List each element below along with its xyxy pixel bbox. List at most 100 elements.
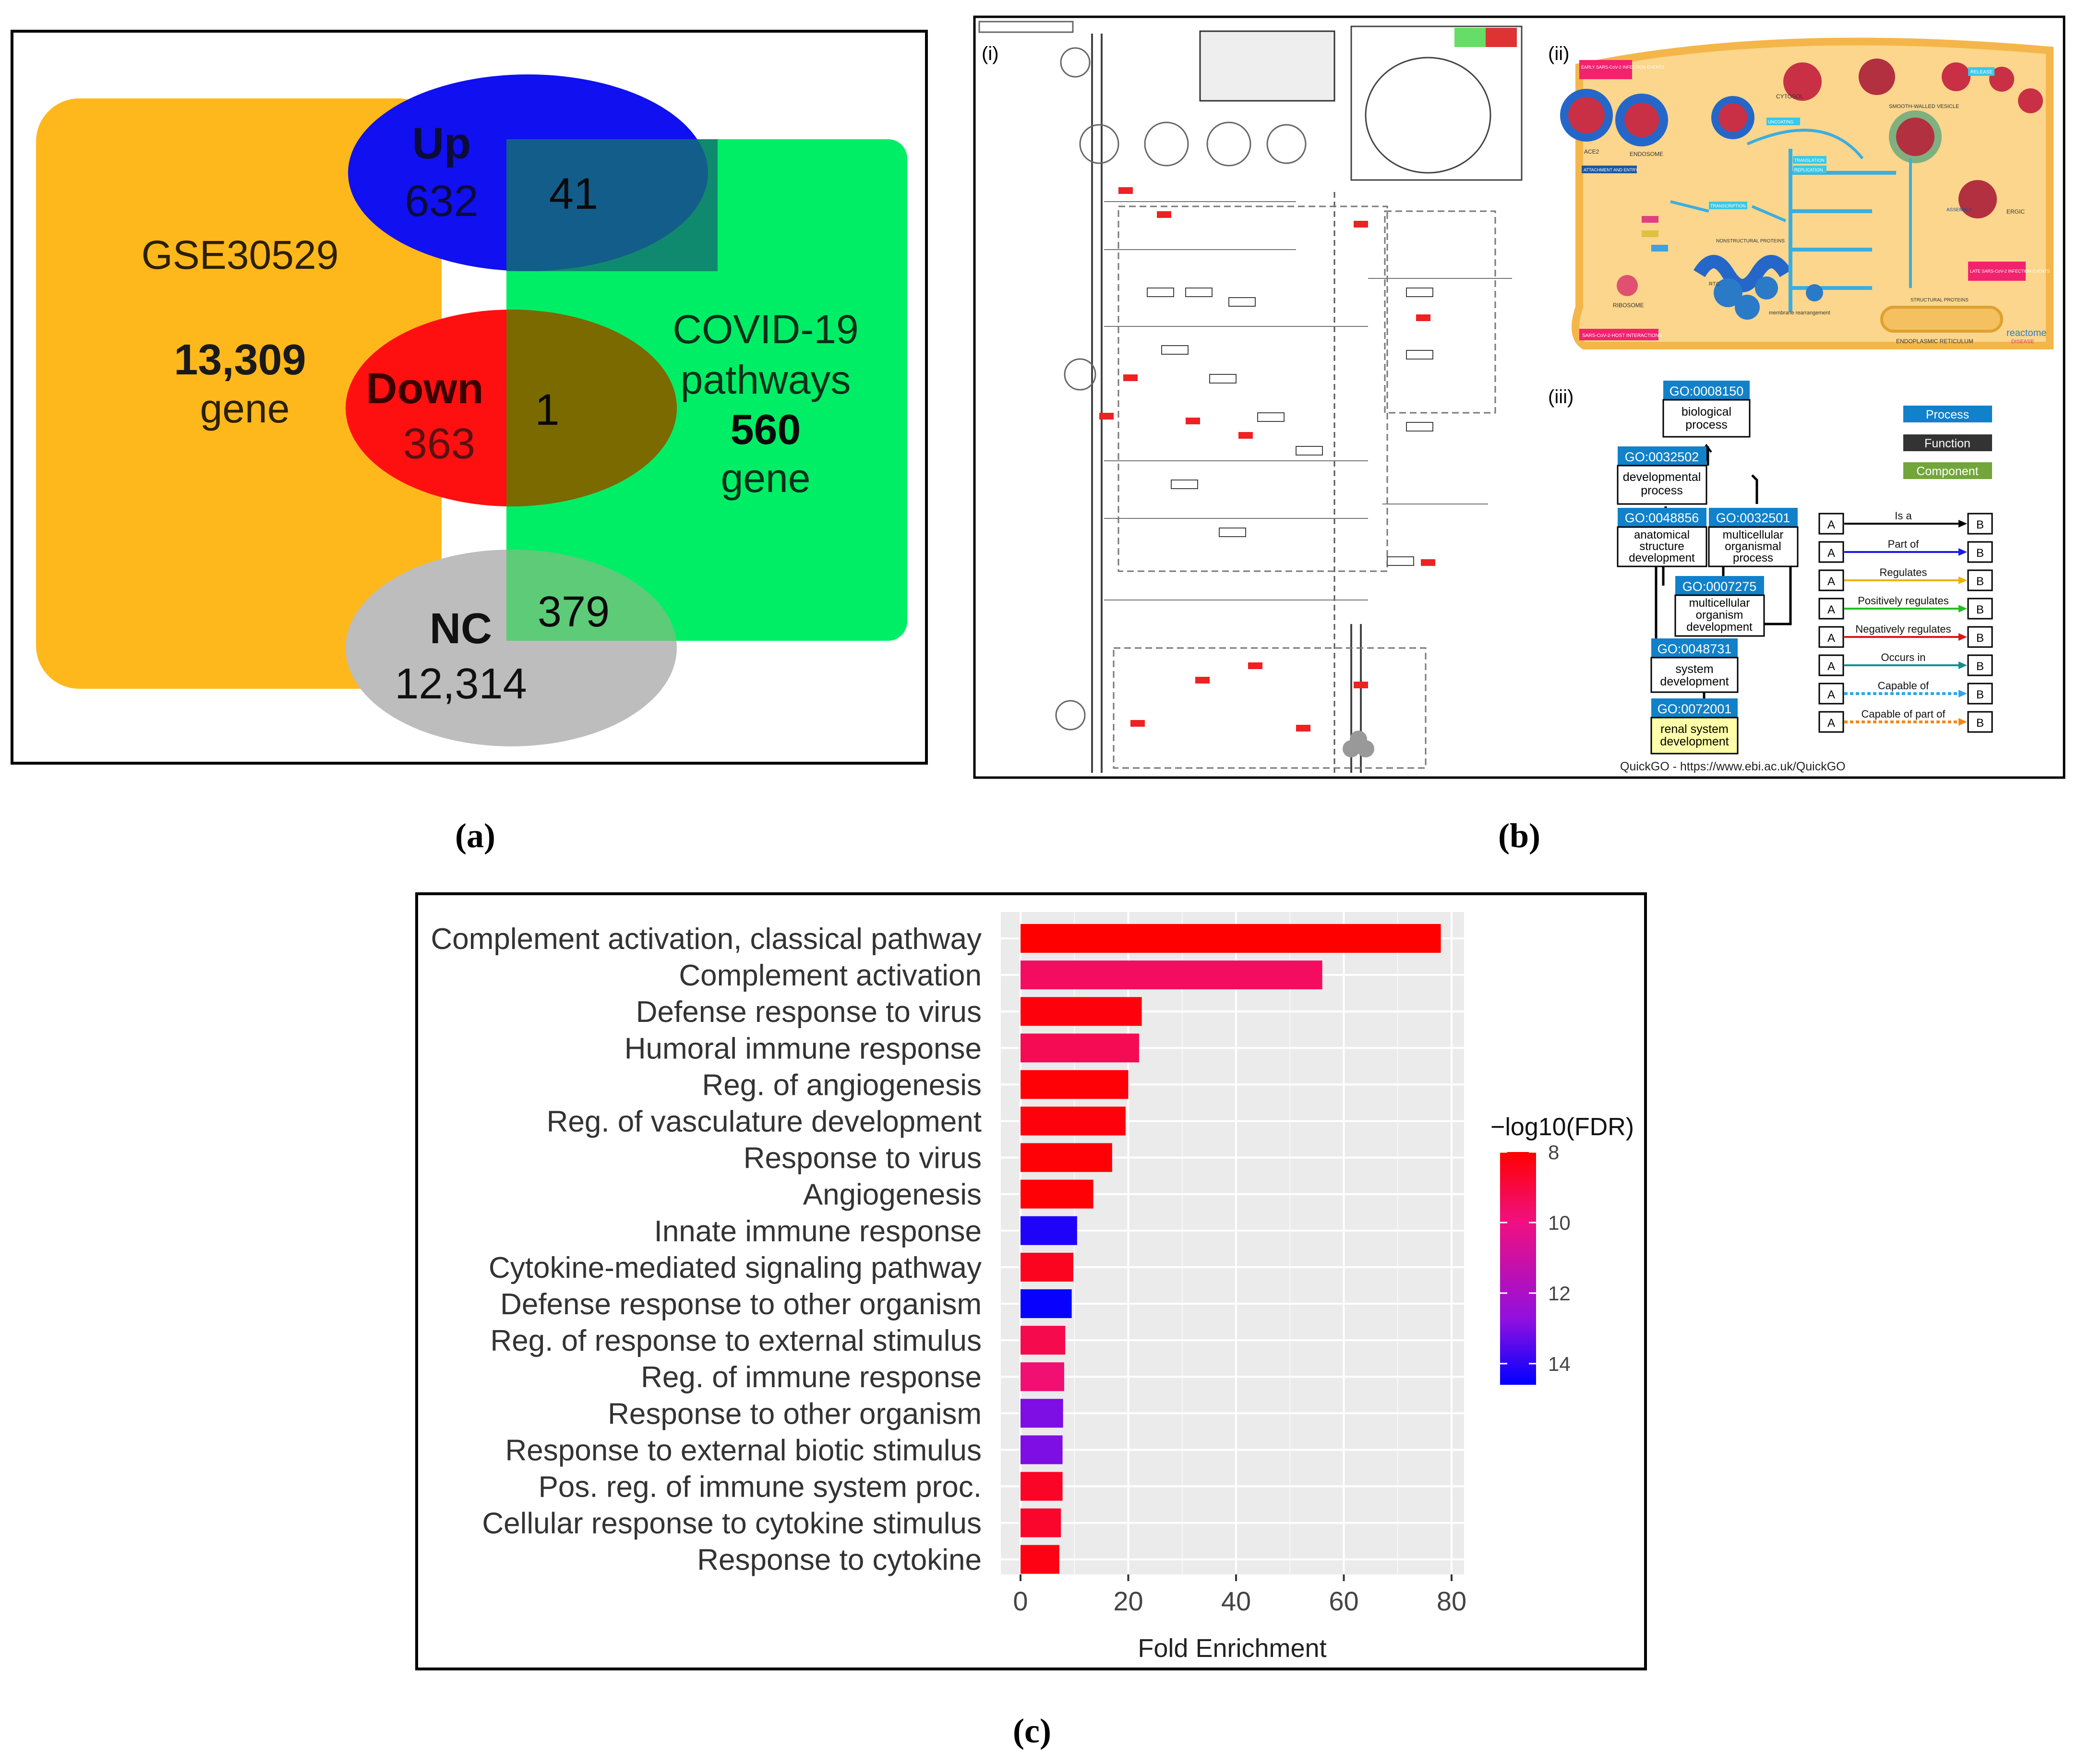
go-relation-row: A B Is a — [1818, 510, 1993, 535]
relation-label: Capable of — [1878, 680, 1929, 692]
reactome-membrane: membrane rearrangement — [1769, 310, 1830, 316]
category-label: Reg. of angiogenesis — [702, 1068, 982, 1102]
relation-node-a — [1818, 626, 1844, 648]
go-relation-row: A B Part of — [1818, 538, 1993, 563]
go-node-name: multicellular — [1689, 597, 1750, 610]
go-relation-row: A B Capable of part of — [1818, 708, 1993, 733]
reactome-structural: STRUCTURAL PROTEINS — [1910, 298, 1969, 303]
go-relation-row: A B Negatively regulates — [1818, 623, 1993, 648]
bar — [1021, 924, 1441, 953]
relation-arrowhead — [1958, 690, 1967, 697]
category-label: Pos. reg. of immune system proc. — [539, 1471, 982, 1504]
go-legend-component-text: Component — [1916, 465, 1978, 478]
bar — [1021, 1508, 1061, 1537]
panel-label-c: (c) — [1013, 1712, 1051, 1750]
relation-node-b-label: B — [1976, 688, 1984, 701]
category-label: Humoral immune response — [625, 1032, 982, 1065]
reactome-ergic: ERGIC — [2006, 208, 2025, 215]
go-node-name: structure — [1639, 540, 1684, 553]
covid-count: 560 — [731, 406, 801, 453]
relation-label: Positively regulates — [1858, 595, 1949, 607]
bars — [1021, 924, 1441, 1574]
go-node-name: process — [1733, 552, 1773, 564]
bar — [1021, 1435, 1063, 1464]
bar — [1021, 1106, 1126, 1136]
legend-title: −log10(FDR) — [1490, 1113, 1634, 1141]
relation-node-b — [1967, 683, 1993, 705]
reactome-cytosol: CYTOSOL — [1776, 93, 1803, 100]
relation-node-a-label: A — [1827, 632, 1835, 645]
reactome-early-tag — [1579, 60, 1632, 79]
legend-tick-label: 10 — [1548, 1212, 1571, 1234]
bar — [1021, 1143, 1112, 1172]
go-legend-process — [1903, 406, 1992, 422]
relation-node-b-label: B — [1976, 547, 1984, 560]
reactome-late-tag — [1968, 262, 2026, 281]
relation-arrowhead — [1958, 718, 1967, 726]
go-node-name: biological — [1682, 405, 1731, 419]
go-node-id: GO:0007275 — [1682, 579, 1757, 594]
relation-node-b — [1967, 626, 1993, 648]
relation-label: Negatively regulates — [1855, 623, 1951, 635]
category-label: Response to cytokine — [697, 1544, 982, 1577]
covid-unit: gene — [721, 456, 811, 501]
up-covid-overlap — [506, 139, 718, 271]
bar — [1021, 1545, 1059, 1574]
relation-label: Part of — [1888, 538, 1920, 550]
x-tick-label: 20 — [1113, 1586, 1143, 1616]
bar — [1021, 1252, 1074, 1282]
relation-node-a-label: A — [1827, 518, 1835, 531]
down-overlap-count: 1 — [535, 385, 559, 434]
venn-panel: GSE30529 13,309 gene Up 632 41 Down 363 … — [11, 30, 928, 765]
gse-set-shape — [36, 98, 442, 689]
bar — [1021, 1399, 1063, 1428]
relation-arrowhead — [1958, 633, 1967, 641]
reactome-uncoating: UNCOATING — [1768, 120, 1793, 124]
relation-node-a — [1818, 513, 1844, 535]
go-node-0032502: GO:0032502 developmental process — [1617, 446, 1707, 505]
relation-arrowhead — [1958, 520, 1967, 528]
nc-count: 12,314 — [395, 660, 527, 708]
relation-node-b-label: B — [1976, 603, 1984, 616]
go-node-name: development — [1660, 675, 1729, 688]
relation-node-a — [1818, 654, 1844, 676]
legend-ticks: 8 10 12 14 — [1500, 1141, 1571, 1375]
reactome-late-text: LATE SARS-CoV-2 INFECTION EVENTS — [1970, 269, 2050, 274]
reactome-endosome: ENDOSOME — [1630, 151, 1663, 157]
x-axis-title: Fold Enrichment — [1138, 1634, 1326, 1663]
bar — [1021, 1362, 1064, 1392]
relation-node-b — [1967, 654, 1993, 676]
go-relation-legend: A B Is a A B Part of A B Regulates A B Positively r… — [1818, 510, 1993, 733]
relation-node-b — [1967, 541, 1993, 563]
go-relation-row: A B Positively regulates — [1818, 595, 1993, 620]
go-node-name: anatomical — [1634, 528, 1690, 541]
go-node-name: system — [1675, 662, 1713, 676]
reactome-assembly: ASSEMBLY — [1946, 207, 1972, 213]
category-label: Response to other organism — [608, 1397, 982, 1430]
category-label: Defense response to virus — [636, 996, 982, 1029]
bar — [1021, 1472, 1063, 1501]
reactome-release: RELEASE — [1970, 70, 1993, 75]
go-graph: (iii) GO:0008150 biological process GO:0… — [1548, 381, 1993, 773]
go-node-name: renal system — [1660, 722, 1729, 736]
relation-node-b — [1967, 598, 1993, 620]
reactome-diagram: (ii) — [1548, 37, 2054, 349]
x-tick-label: 0 — [1013, 1586, 1028, 1616]
category-label: Cellular response to cytokine stimulus — [482, 1507, 982, 1540]
go-node-name: multicellular — [1723, 528, 1784, 541]
go-node-name: process — [1641, 484, 1683, 497]
x-tick-label: 80 — [1437, 1586, 1466, 1616]
category-label: Cytokine-mediated signaling pathway — [489, 1251, 982, 1284]
go-label: (iii) — [1548, 386, 1574, 408]
down-label: Down — [366, 365, 484, 413]
category-label: Reg. of response to external stimulus — [490, 1324, 982, 1357]
go-node-name: organism — [1696, 609, 1743, 622]
relation-node-b-label: B — [1976, 518, 1984, 531]
go-node-0048731: GO:0048731 system development — [1650, 638, 1739, 693]
category-label: Reg. of immune response — [641, 1361, 982, 1394]
gse-unit: gene — [200, 386, 290, 431]
go-node-name: development — [1629, 552, 1695, 564]
x-axis: 0 20 40 60 80 — [1013, 1574, 1466, 1616]
go-node-id: GO:0048731 — [1658, 642, 1732, 656]
relation-label: Is a — [1895, 510, 1912, 522]
